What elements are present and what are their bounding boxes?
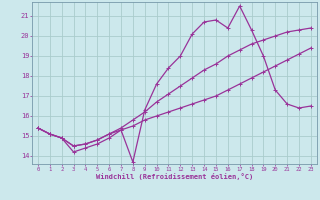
X-axis label: Windchill (Refroidissement éolien,°C): Windchill (Refroidissement éolien,°C) [96, 173, 253, 180]
